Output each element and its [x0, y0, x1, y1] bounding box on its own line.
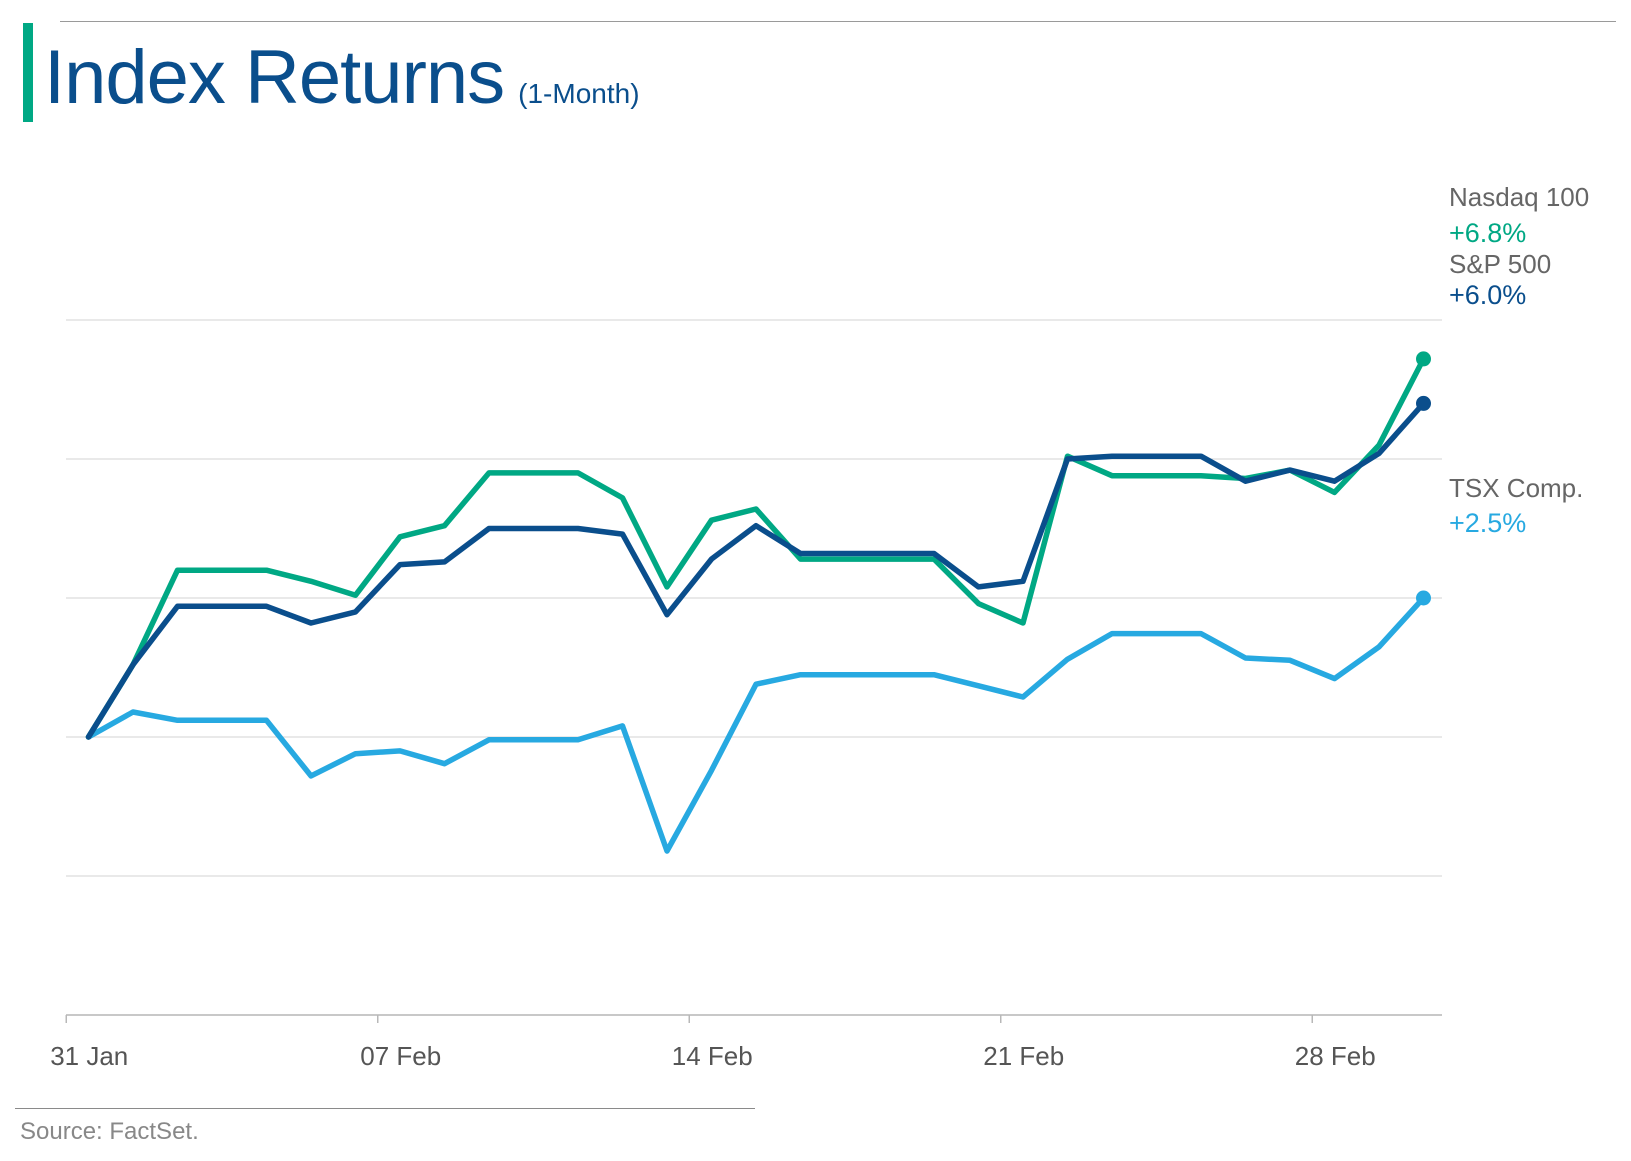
- title-accent-bar: [23, 23, 33, 122]
- top-rule: [60, 21, 1616, 22]
- series-value-label: +2.5%: [1449, 508, 1526, 538]
- end-marker-tsx: [1416, 590, 1431, 606]
- series-line-tsx: [85, 595, 1427, 854]
- end-marker-nasdaq: [1416, 351, 1431, 367]
- series-name-label: TSX Comp.: [1449, 473, 1583, 503]
- x-tick-label: 28 Feb: [1295, 1041, 1376, 1071]
- x-tick-label: 21 Feb: [983, 1041, 1064, 1071]
- x-tick-label: 07 Feb: [360, 1041, 441, 1071]
- chart-subtitle: (1-Month): [518, 78, 640, 109]
- series-line-sp500: [85, 400, 1427, 740]
- end-marker-sp500: [1416, 395, 1431, 411]
- end-labels: Nasdaq 100 +6.8%S&P 500+6.0% TSX Comp. +2.5…: [1449, 182, 1589, 538]
- series-value-label: +6.0%: [1449, 280, 1526, 310]
- x-tick-label: 14 Feb: [672, 1041, 753, 1071]
- series-lines: [85, 351, 1431, 854]
- source-rule: [15, 1108, 755, 1109]
- series-value-label: +6.8%: [1449, 218, 1526, 248]
- gridlines: [66, 319, 1442, 1016]
- source-note: Source: FactSet.: [20, 1118, 199, 1145]
- series-name-label: S&P 500: [1449, 249, 1551, 279]
- x-axis: 31 Jan 07 Feb 14 Feb 21 Feb 28 Feb: [50, 1014, 1442, 1071]
- series-name-label: Nasdaq 100: [1449, 182, 1589, 212]
- chart-title-block: Index Returns (1-Month): [44, 26, 640, 130]
- series-line-nasdaq: [85, 356, 1427, 740]
- chart-title: Index Returns: [44, 35, 505, 120]
- x-tick-label: 31 Jan: [50, 1041, 128, 1071]
